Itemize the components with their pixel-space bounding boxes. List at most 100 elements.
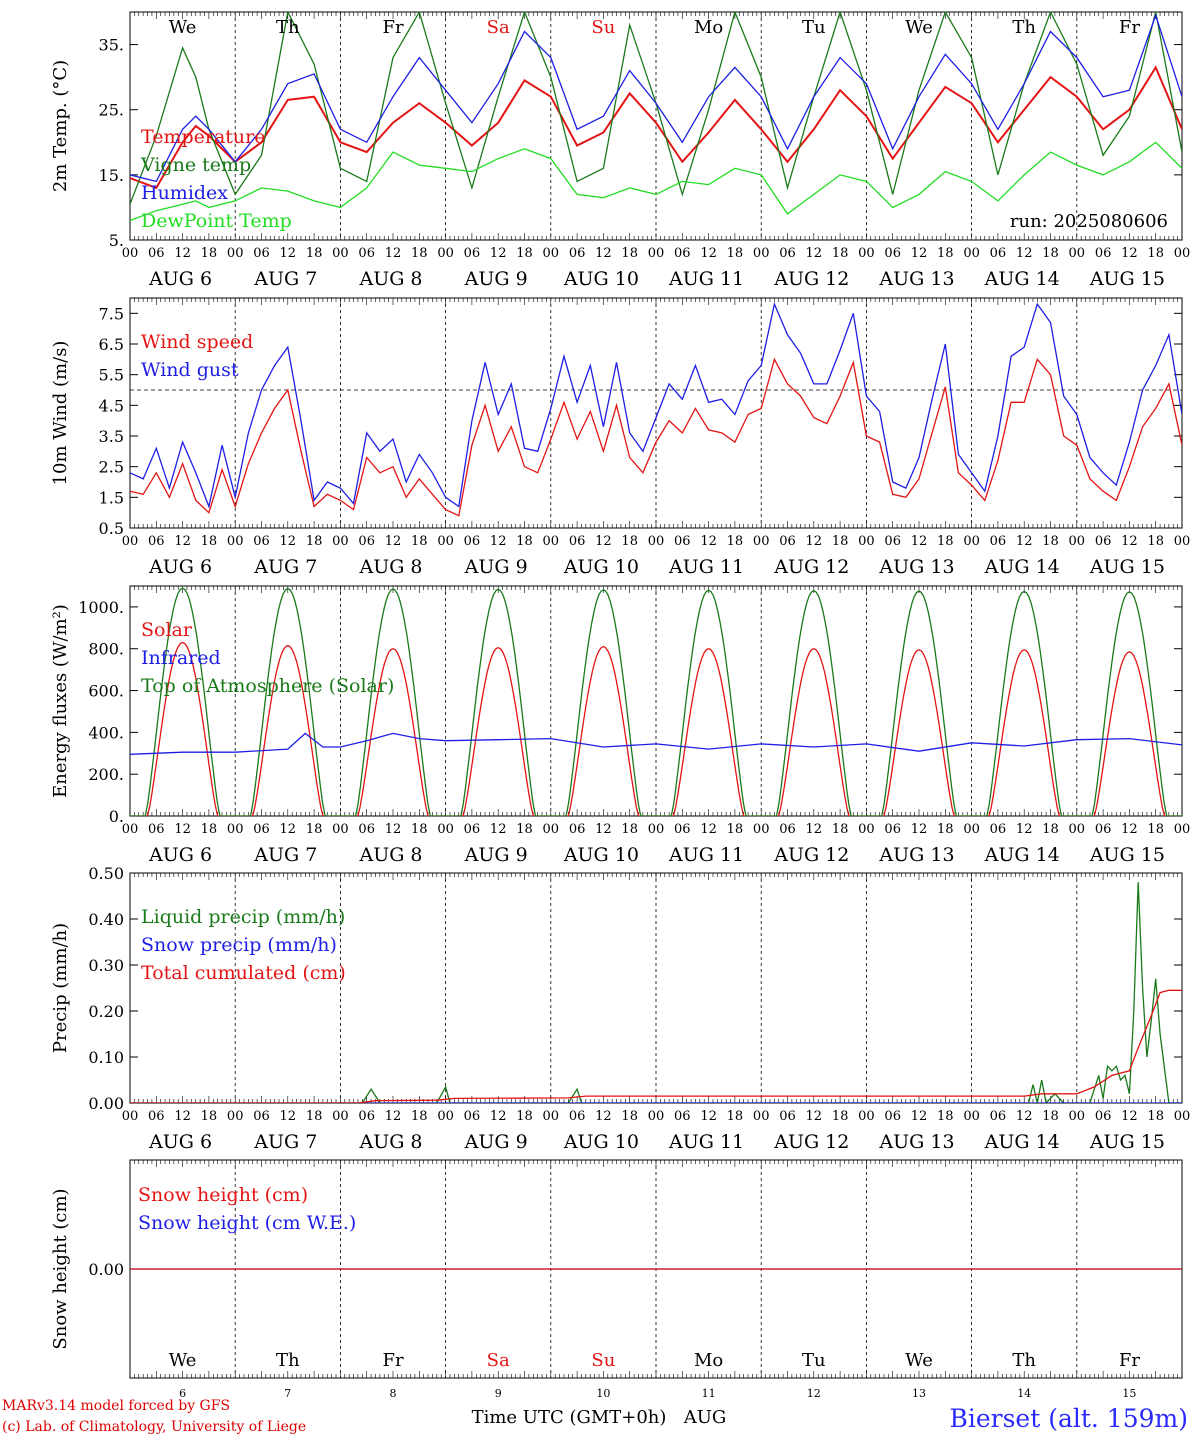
hour-tick-label: 00	[332, 246, 349, 261]
legend-entry: Wind gust	[141, 359, 239, 381]
hour-tick-label: 12	[174, 246, 191, 261]
date-label: AUG 15	[1089, 1131, 1165, 1153]
series-line-wind-speed	[130, 357, 1182, 517]
hour-tick-label: 06	[569, 822, 586, 837]
date-label: AUG 11	[668, 268, 744, 290]
hour-tick-label: 06	[1095, 246, 1112, 261]
hour-tick-label: 18	[1042, 822, 1059, 837]
station-label: Bierset (alt. 159m)	[949, 1404, 1188, 1433]
hour-tick-label: 18	[621, 822, 638, 837]
hour-tick-label: 00	[227, 822, 244, 837]
legend-entry: Snow height (cm)	[138, 1184, 308, 1206]
day-abbr: Mo	[694, 17, 723, 38]
y-tick-label: 0.5	[99, 519, 124, 538]
hour-tick-label: 06	[253, 1109, 270, 1124]
hour-tick-label: 06	[779, 822, 796, 837]
hour-tick-label: 18	[1042, 534, 1059, 549]
hour-tick-label: 06	[884, 1109, 901, 1124]
date-label: AUG 12	[773, 556, 849, 578]
date-label: AUG 10	[563, 556, 639, 578]
day-abbr: We	[905, 1350, 933, 1371]
hour-tick-label: 06	[990, 822, 1007, 837]
hour-tick-label: 18	[201, 1109, 218, 1124]
hour-tick-label: 18	[306, 822, 323, 837]
y-tick-label: 0.10	[88, 1048, 124, 1067]
hour-tick-label: 18	[621, 534, 638, 549]
hour-tick-label: 00	[122, 534, 139, 549]
hour-tick-label: 00	[753, 534, 770, 549]
date-label: AUG 6	[148, 844, 212, 866]
hour-tick-label: 00	[122, 1109, 139, 1124]
day-abbr: Th	[276, 17, 300, 38]
panel-2: 0.5 1.5 2.5 3.5 4.5 5.5 6.5 7.5 10m Wind (m/s) Wi…	[50, 297, 1191, 578]
series-line-infrared	[130, 732, 1182, 755]
date-label: AUG 14	[984, 268, 1060, 290]
hour-tick-label: 00	[858, 534, 875, 549]
date-label: AUG 9	[464, 556, 528, 578]
hour-tick-label: 12	[1016, 1109, 1033, 1124]
day-abbr: Th	[1012, 17, 1036, 38]
legend-entry: Snow precip (mm/h)	[141, 934, 337, 956]
hour-tick-label: 12	[911, 534, 928, 549]
hour-tick-label: 00	[1174, 1109, 1191, 1124]
hour-tick-label: 06	[990, 534, 1007, 549]
hour-tick-label: 00	[437, 1109, 454, 1124]
y-tick-label: 0.00	[88, 1260, 124, 1279]
date-label: AUG 11	[668, 1131, 744, 1153]
date-label: AUG 7	[253, 844, 317, 866]
date-label: AUG 9	[464, 268, 528, 290]
hour-tick-label: 00	[963, 1109, 980, 1124]
date-label: AUG 7	[253, 1131, 317, 1153]
hour-tick-label: 12	[280, 246, 297, 261]
hour-tick-label: 00	[1174, 534, 1191, 549]
y-tick-label: 0.	[109, 807, 124, 826]
hour-tick-label: 06	[1095, 1109, 1112, 1124]
hour-tick-label: 06	[358, 246, 375, 261]
legend-entry: Snow height (cm W.E.)	[138, 1212, 356, 1234]
legend-entry: DewPoint Temp	[141, 210, 292, 232]
hour-tick-label: 12	[911, 822, 928, 837]
hour-tick-label: 18	[516, 822, 533, 837]
series-line-top-of-atmosphere-solar-	[130, 587, 1182, 816]
series-line-temperature	[130, 65, 1182, 190]
hour-tick-label: 18	[832, 822, 849, 837]
date-label: AUG 9	[464, 844, 528, 866]
model-credit: MARv3.14 model forced by GFS	[2, 1398, 231, 1414]
hour-tick-label: 00	[332, 822, 349, 837]
day-abbr: We	[905, 17, 933, 38]
hour-tick-label: 00	[753, 246, 770, 261]
legend-entry: Temperature	[141, 126, 265, 148]
hour-tick-label: 12	[595, 822, 612, 837]
hour-tick-label: 18	[516, 534, 533, 549]
legend-entry: Top of Atmosphere (Solar)	[141, 675, 394, 697]
panel-4: 0.00 0.10 0.20 0.30 0.40 0.50 Precip (mm/h) Liq…	[50, 864, 1190, 1153]
hour-tick-label: 06	[674, 822, 691, 837]
hour-tick-label: 06	[569, 1109, 586, 1124]
y-tick-label: 1000.	[78, 598, 124, 617]
y-tick-label: 200.	[88, 765, 124, 784]
day-abbr: Sa	[487, 17, 510, 38]
day-abbr: Fr	[1119, 1350, 1140, 1371]
series-line-solar	[130, 641, 1182, 816]
date-label: AUG 6	[148, 268, 212, 290]
hour-tick-label: 06	[884, 534, 901, 549]
hour-tick-label: 00	[437, 822, 454, 837]
legend-entry: Liquid precip (mm/h)	[141, 906, 345, 928]
y-tick-label: 0.30	[88, 956, 124, 975]
hour-tick-label: 06	[148, 822, 165, 837]
hour-tick-label: 00	[858, 822, 875, 837]
hour-tick-label: 12	[490, 1109, 507, 1124]
hour-tick-label: 12	[174, 1109, 191, 1124]
y-tick-label: 0.20	[88, 1002, 124, 1021]
run-label: run: 2025080606	[1010, 211, 1168, 232]
hour-tick-label: 06	[1095, 534, 1112, 549]
hour-tick-label: 12	[385, 822, 402, 837]
hour-tick-label: 06	[990, 1109, 1007, 1124]
hour-tick-label: 00	[1069, 1109, 1086, 1124]
hour-tick-label: 18	[411, 822, 428, 837]
hour-tick-label: 12	[1121, 534, 1138, 549]
y-tick-label: 7.5	[99, 304, 124, 323]
y-tick-label: 35.	[99, 36, 124, 55]
hour-tick-label: 06	[674, 1109, 691, 1124]
y-axis-label: 10m Wind (m/s)	[50, 341, 71, 486]
